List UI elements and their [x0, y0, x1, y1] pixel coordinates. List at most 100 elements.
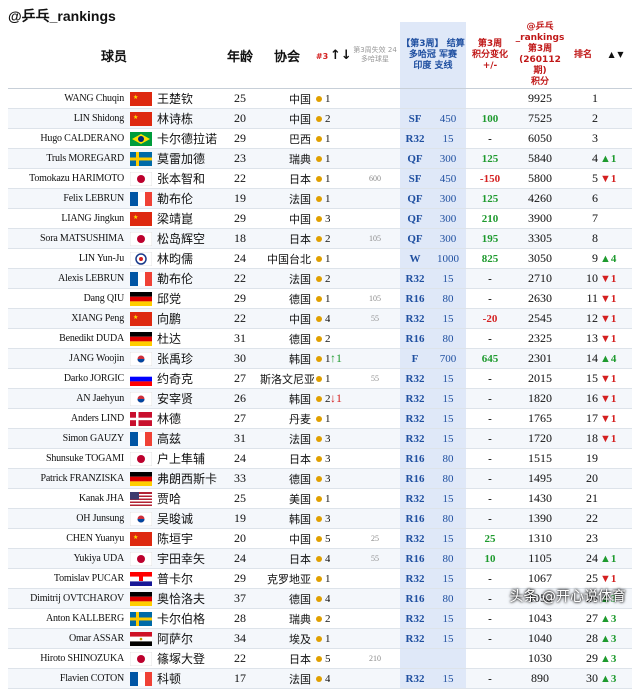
assoc-seed: 1: [314, 408, 330, 429]
player-assoc: 瑞典: [260, 608, 314, 629]
table-row: LIN Yun-Ju 林昀儒 24 中国台北 1 W 1000 825 3050 9 ▲4: [8, 248, 632, 269]
round-points: 15: [430, 528, 466, 549]
player-age: 23: [220, 148, 260, 169]
player-name-en: JANG Woojin: [8, 348, 128, 369]
account-handle: @乒乓_rankings: [8, 8, 116, 24]
header-change: 第3周 积分变化 +/-: [466, 22, 514, 89]
round-reached: R16: [400, 508, 430, 529]
rank-move: [600, 528, 632, 549]
assoc-seed: 1: [314, 148, 330, 169]
round-points: 450: [430, 108, 466, 129]
round-reached: F: [400, 348, 430, 369]
player-name-cn: 张禹珍: [154, 348, 220, 369]
seed-dot-icon: [316, 535, 322, 542]
player-assoc: 中国: [260, 308, 314, 329]
rank: 17: [566, 408, 600, 429]
seed-dot-icon: [316, 395, 322, 402]
seed-dot-icon: [316, 555, 322, 562]
seed-dot-icon: [316, 195, 322, 202]
round-reached: QF: [400, 148, 430, 169]
player-assoc: 中国: [260, 528, 314, 549]
flag-icon: [128, 228, 154, 249]
seed-dot-icon: [316, 415, 322, 422]
rank: 22: [566, 508, 600, 529]
header-assoc: 协会: [260, 22, 314, 89]
seed-dot-icon: [316, 95, 322, 102]
round-reached: [400, 88, 430, 109]
player-name-en: AN Jaehyun: [8, 388, 128, 409]
rank: 12: [566, 308, 600, 329]
player-assoc: 德国: [260, 588, 314, 609]
round-reached: R32: [400, 428, 430, 449]
points-change: -: [466, 588, 514, 609]
player-name-cn: 勒布伦: [154, 268, 220, 289]
rank: 10: [566, 268, 600, 289]
round-reached: QF: [400, 208, 430, 229]
round-points: 15: [430, 268, 466, 289]
seed-change: [330, 128, 350, 149]
header-rank: 排名: [566, 22, 600, 89]
table-row: OH Junsung 吴晙诚 19 韩国 3 R16 80-1390 22: [8, 508, 632, 529]
player-age: 17: [220, 668, 260, 689]
rank-move: ▲3: [600, 608, 632, 629]
seed-dot-icon: [316, 455, 322, 462]
player-assoc: 中国: [260, 108, 314, 129]
player-age: 24: [220, 548, 260, 569]
seed-change: [330, 148, 350, 169]
assoc-seed: 1: [314, 628, 330, 649]
expiring-points: [350, 388, 400, 409]
player-assoc: 韩国: [260, 388, 314, 409]
rank-move: ▼1: [600, 388, 632, 409]
round-points: 15: [430, 308, 466, 329]
points-change: -: [466, 668, 514, 689]
player-name-cn: 林诗栋: [154, 108, 220, 129]
expiring-points: [350, 108, 400, 129]
rank: 7: [566, 208, 600, 229]
points-change: 195: [466, 228, 514, 249]
expiring-points: [350, 208, 400, 229]
player-name-en: XIANG Peng: [8, 308, 128, 329]
total-points: 1105: [514, 548, 566, 569]
flag-icon: [128, 148, 154, 169]
table-row: Dimitrij OVTCHAROV 奥恰洛夫 37 德国 4 R16 80-1050 26 ▲…: [8, 588, 632, 609]
assoc-seed: 2: [314, 328, 330, 349]
total-points: 1515: [514, 448, 566, 469]
rank: 16: [566, 388, 600, 409]
round-points: 15: [430, 568, 466, 589]
expiring-points: [350, 608, 400, 629]
expiring-points: [350, 668, 400, 689]
round-reached: R16: [400, 288, 430, 309]
player-name-cn: 阿萨尔: [154, 628, 220, 649]
round-points: [430, 88, 466, 109]
seed-dot-icon: [316, 475, 322, 482]
round-reached: R32: [400, 388, 430, 409]
points-change: -20: [466, 308, 514, 329]
player-name-cn: 莫雷加德: [154, 148, 220, 169]
player-age: 25: [220, 488, 260, 509]
flag-icon: [128, 428, 154, 449]
total-points: 5840: [514, 148, 566, 169]
table-row: XIANG Peng ★ 向鹏 22 中国 4 55 R32 15 -20 2545 12 ▼1: [8, 308, 632, 329]
player-name-cn: 普卡尔: [154, 568, 220, 589]
expiring-points: 105: [350, 228, 400, 249]
total-points: 1030: [514, 648, 566, 669]
flag-icon: [128, 568, 154, 589]
flag-icon: ★: [128, 528, 154, 549]
expiring-points: [350, 128, 400, 149]
flag-icon: [128, 548, 154, 569]
seed-dot-icon: [316, 575, 322, 582]
rank: 11: [566, 288, 600, 309]
round-reached: R32: [400, 408, 430, 429]
rank-move: [600, 448, 632, 469]
total-points: 6050: [514, 128, 566, 149]
table-row: Kanak JHA 贾哈 25 美国 1 R32 15-1430 21: [8, 488, 632, 509]
rank: 6: [566, 188, 600, 209]
svg-text:★: ★: [133, 94, 138, 101]
seed-change: [330, 428, 350, 449]
total-points: 2710: [514, 268, 566, 289]
player-age: 22: [220, 168, 260, 189]
rank: 23: [566, 528, 600, 549]
seed-dot-icon: [316, 255, 322, 262]
round-reached: QF: [400, 188, 430, 209]
flag-icon: ★: [128, 88, 154, 109]
